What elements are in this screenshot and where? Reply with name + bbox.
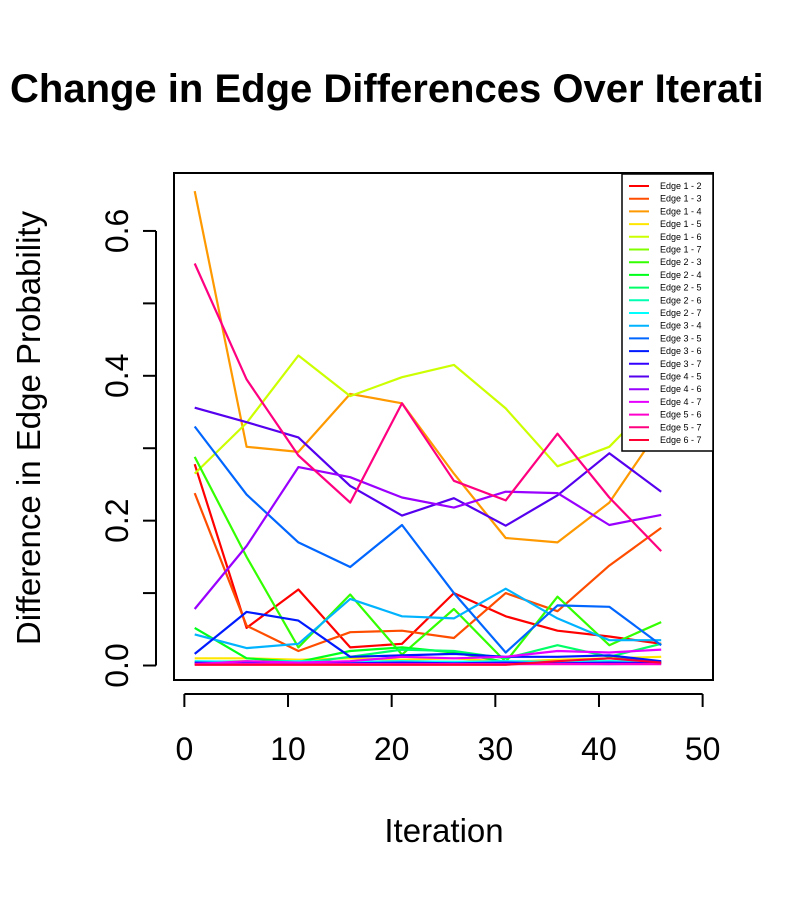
- series-lines: [193, 190, 663, 666]
- series-line-12: [194, 587, 662, 650]
- x-tick-label: 0: [175, 731, 193, 767]
- x-tick-label: 50: [685, 731, 721, 767]
- legend-label: Edge 5 - 6: [660, 410, 702, 420]
- legend-label: Edge 3 - 6: [660, 346, 702, 356]
- legend-label: Edge 1 - 3: [660, 194, 702, 204]
- series-line-3: [193, 190, 663, 544]
- x-tick-label: 40: [581, 731, 617, 767]
- x-tick-label: 10: [270, 731, 306, 767]
- legend-label: Edge 3 - 5: [660, 333, 702, 343]
- legend: Edge 1 - 2 Edge 1 - 3 Edge 1 - 4 Edge 1 - 5…: [621, 173, 714, 452]
- series-line-14: [194, 610, 662, 663]
- legend-label: Edge 1 - 6: [660, 232, 702, 242]
- series-line-13: [193, 425, 662, 654]
- legend-label: Edge 4 - 5: [660, 372, 702, 382]
- y-axis-label: Difference in Edge Probability: [10, 210, 47, 645]
- y-axis: 0.0 0.2 0.4 0.6: [99, 209, 157, 688]
- y-tick-label: 0.2: [99, 498, 135, 542]
- legend-label: Edge 2 - 7: [660, 308, 702, 318]
- x-tick-label: 30: [478, 731, 514, 767]
- legend-label: Edge 3 - 7: [660, 359, 702, 369]
- y-tick-label: 0.0: [99, 643, 135, 687]
- x-tick-label: 20: [374, 731, 410, 767]
- legend-label: Edge 2 - 4: [660, 270, 702, 280]
- series-line-5: [193, 354, 662, 475]
- legend-label: Edge 5 - 7: [660, 422, 702, 432]
- series-line-16: [194, 406, 662, 527]
- y-tick-label: 0.6: [99, 209, 135, 253]
- series-line-20: [193, 263, 662, 552]
- legend-label: Edge 3 - 4: [660, 321, 702, 331]
- legend-label: Edge 2 - 5: [660, 283, 702, 293]
- series-line-21: [194, 657, 662, 666]
- legend-label: Edge 1 - 7: [660, 245, 702, 255]
- legend-label: Edge 4 - 7: [660, 397, 702, 407]
- series-line-2: [193, 492, 662, 653]
- legend-label: Edge 1 - 5: [660, 219, 702, 229]
- legend-label: Edge 4 - 6: [660, 384, 702, 394]
- x-axis: 0 10 20 30 40 50: [175, 693, 721, 767]
- legend-label: Edge 2 - 3: [660, 257, 702, 267]
- series-line-17: [193, 466, 662, 610]
- series-line-7: [193, 456, 662, 664]
- chart-title: Change in Edge Differences Over Iterati: [10, 67, 764, 111]
- series-line-1: [193, 463, 662, 649]
- series-line-18: [194, 648, 662, 666]
- legend-label: Edge 2 - 6: [660, 295, 702, 305]
- y-tick-label: 0.4: [99, 354, 135, 398]
- x-axis-label: Iteration: [384, 812, 503, 849]
- legend-label: Edge 1 - 2: [660, 181, 702, 191]
- legend-label: Edge 6 - 7: [660, 435, 702, 445]
- legend-label: Edge 1 - 4: [660, 206, 702, 216]
